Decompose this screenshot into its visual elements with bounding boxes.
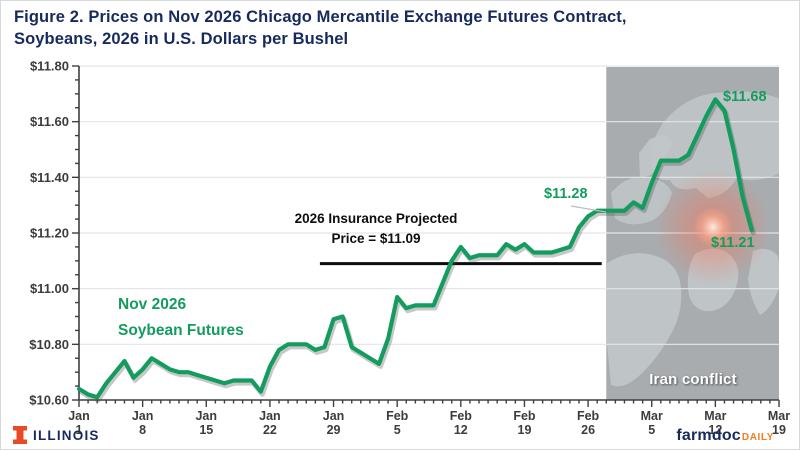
svg-text:Feb: Feb bbox=[577, 409, 600, 423]
svg-text:$11.80: $11.80 bbox=[30, 59, 69, 74]
daily-wordmark: DAILY bbox=[741, 432, 774, 443]
svg-text:Feb: Feb bbox=[450, 409, 473, 423]
svg-text:Jan: Jan bbox=[195, 409, 217, 423]
svg-text:$11.40: $11.40 bbox=[30, 170, 69, 185]
price-annotation-feb26: $11.28 bbox=[544, 186, 588, 202]
svg-text:8: 8 bbox=[139, 423, 146, 437]
svg-text:26: 26 bbox=[581, 423, 595, 437]
farmdoc-wordmark: farmdoc bbox=[676, 427, 741, 444]
svg-text:Feb: Feb bbox=[386, 409, 409, 423]
svg-text:Feb: Feb bbox=[513, 409, 536, 423]
illinois-wordmark: ILLINOIS bbox=[33, 427, 100, 443]
peak-price-annotation: $11.68 bbox=[723, 89, 767, 105]
svg-text:Mar: Mar bbox=[768, 409, 790, 423]
block-i-icon bbox=[13, 426, 27, 444]
svg-text:Jan: Jan bbox=[259, 409, 281, 423]
svg-text:$11.20: $11.20 bbox=[30, 226, 69, 241]
insurance-price-annotation: 2026 Insurance Projected Price = $11.09 bbox=[294, 211, 458, 247]
svg-text:12: 12 bbox=[454, 423, 468, 437]
svg-text:29: 29 bbox=[327, 423, 341, 437]
svg-text:5: 5 bbox=[394, 423, 401, 437]
illinois-logo: ILLINOIS bbox=[13, 426, 100, 444]
svg-text:Jan: Jan bbox=[132, 409, 154, 423]
end-price-annotation: $11.21 bbox=[711, 235, 755, 251]
svg-text:$11.00: $11.00 bbox=[30, 281, 69, 296]
svg-text:Jan: Jan bbox=[323, 409, 345, 423]
svg-text:19: 19 bbox=[772, 423, 786, 437]
svg-text:5: 5 bbox=[648, 423, 655, 437]
svg-text:19: 19 bbox=[518, 423, 532, 437]
svg-text:15: 15 bbox=[199, 423, 213, 437]
series-label: Nov 2026 Soybean Futures bbox=[118, 296, 244, 340]
svg-text:22: 22 bbox=[263, 423, 277, 437]
svg-text:12: 12 bbox=[708, 423, 722, 437]
farmdoc-daily-logo: farmdoc DAILY bbox=[676, 427, 774, 445]
svg-text:$11.60: $11.60 bbox=[30, 114, 69, 129]
svg-text:Mar: Mar bbox=[704, 409, 726, 423]
iran-conflict-label: Iran conflict bbox=[649, 371, 737, 388]
label-leader-line bbox=[570, 205, 607, 213]
svg-text:1: 1 bbox=[76, 423, 83, 437]
svg-text:Jan: Jan bbox=[68, 409, 90, 423]
axes: $10.60 $10.80 $11.00 $11.20 $11.40 $11.60 $11.… bbox=[29, 59, 790, 438]
price-line-series bbox=[76, 97, 756, 403]
svg-text:$10.80: $10.80 bbox=[29, 337, 69, 352]
figure-title: Figure 2. Prices on Nov 2026 Chicago Mer… bbox=[14, 8, 627, 48]
svg-text:$10.60: $10.60 bbox=[29, 393, 69, 408]
svg-text:Mar: Mar bbox=[641, 409, 663, 423]
